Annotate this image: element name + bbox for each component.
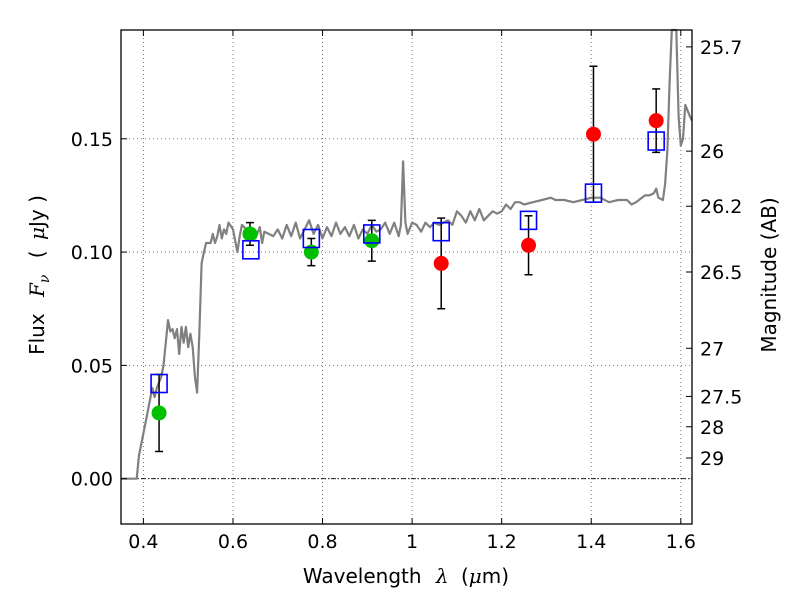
magnitude-axis-label: Magnitude (AB) [757, 197, 781, 352]
y-axis-ticks: 0.00 0.05 0.10 0.15 [71, 129, 127, 491]
y-tick-label: 0.05 [71, 355, 113, 377]
error-bars [155, 65, 661, 453]
magnitude-tick-label: 26.2 [700, 196, 742, 218]
model-photometry-marker [150, 373, 168, 394]
y-tick-label: 0.15 [71, 129, 113, 151]
observed-flux-marker [585, 126, 601, 142]
model-photometry-marker [519, 210, 538, 231]
x-tick-label: 0.8 [307, 531, 337, 553]
magnitude-axis-ticks: 25.7 26 26.2 26.5 27 27.5 28 29 [686, 37, 742, 470]
x-tick-label: 1.6 [666, 531, 696, 553]
observed-flux-marker [151, 405, 167, 421]
model-photometry-marker [647, 131, 665, 151]
observed-flux-points [151, 113, 664, 421]
x-tick-label: 1.2 [487, 531, 517, 553]
magnitude-tick-label: 27.5 [700, 386, 742, 408]
x-tick-label: 1.4 [576, 531, 606, 553]
x-tick-label: 1 [406, 531, 418, 553]
plot-frame [120, 29, 693, 525]
model-photometry-marker [584, 183, 603, 203]
x-tick-label: 0.4 [128, 531, 158, 553]
model-photometry-marker [242, 240, 260, 260]
observed-flux-marker [364, 233, 380, 249]
y-axis-label: Flux Fν ( μJy ) [25, 195, 54, 355]
observed-flux-marker [648, 113, 664, 129]
model-photometry-marker [302, 228, 321, 249]
magnitude-tick-label: 26 [700, 141, 724, 163]
model-photometry-marker [362, 224, 381, 244]
x-tick-label: 0.6 [218, 531, 248, 553]
model-spectrum-line [121, 28, 693, 480]
model-photometry-marker [432, 221, 451, 242]
observed-flux-marker [433, 255, 449, 271]
model-photometry-points [150, 131, 665, 394]
magnitude-tick-label: 26.5 [700, 262, 742, 284]
observed-flux-marker [242, 226, 258, 242]
x-axis-ticks: 0.4 0.6 0.8 1 1.2 1.4 1.6 [128, 30, 696, 553]
magnitude-tick-label: 28 [700, 417, 724, 439]
magnitude-tick-label: 27 [700, 338, 724, 360]
y-tick-label: 0.10 [71, 242, 113, 264]
observed-flux-marker [303, 244, 319, 260]
magnitude-tick-label: 25.7 [700, 37, 742, 59]
x-axis-label: Wavelength λ (μm) [303, 564, 509, 588]
y-tick-label: 0.00 [71, 469, 113, 491]
grid-lines [121, 30, 692, 524]
magnitude-tick-label: 29 [700, 448, 724, 470]
observed-flux-marker [521, 237, 537, 253]
